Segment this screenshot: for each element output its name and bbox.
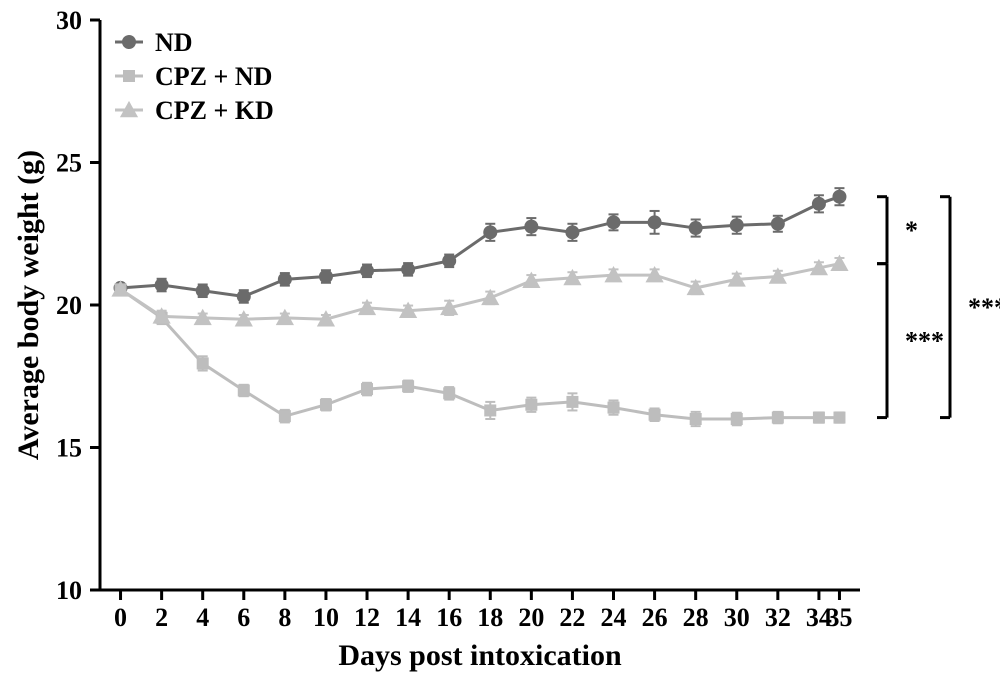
x-tick-label: 32 [765, 603, 791, 632]
x-tick-label: 14 [395, 603, 421, 632]
y-tick-label: 15 [56, 434, 82, 463]
x-axis-label: Days post intoxication [338, 639, 622, 672]
x-tick-label: 2 [155, 603, 168, 632]
weight-chart: 1015202530024681012141618202224262830323… [0, 0, 1000, 689]
x-tick-label: 35 [826, 603, 852, 632]
significance-bracket: *** [940, 197, 1000, 418]
significance-label: * [905, 216, 918, 245]
significance-label: *** [905, 327, 944, 356]
series-CPZ-plus-ND [115, 283, 846, 426]
y-tick-label: 20 [56, 291, 82, 320]
x-tick-label: 6 [237, 603, 250, 632]
chart-container: 1015202530024681012141618202224262830323… [0, 0, 1000, 689]
x-tick-label: 28 [683, 603, 709, 632]
legend-label: ND [155, 28, 193, 57]
y-tick-label: 10 [56, 576, 82, 605]
x-tick-label: 8 [278, 603, 291, 632]
legend-label: CPZ + KD [155, 96, 274, 125]
x-tick-label: 4 [196, 603, 209, 632]
x-tick-label: 12 [354, 603, 380, 632]
y-tick-label: 25 [56, 149, 82, 178]
y-axis-label: Average body weight (g) [12, 150, 45, 460]
x-tick-label: 18 [477, 603, 503, 632]
legend: ND CPZ + ND CPZ + KD [115, 28, 274, 125]
significance-label: *** [968, 293, 1000, 322]
x-tick-label: 0 [114, 603, 127, 632]
x-tick-label: 20 [518, 603, 544, 632]
legend-label: CPZ + ND [155, 62, 272, 91]
significance-bracket: *** [877, 264, 944, 418]
x-tick-label: 22 [559, 603, 585, 632]
x-tick-label: 10 [313, 603, 339, 632]
series-CPZ-plus-KD [111, 255, 848, 327]
x-tick-label: 30 [724, 603, 750, 632]
x-tick-label: 16 [436, 603, 462, 632]
significance-bracket: * [877, 197, 918, 264]
x-tick-label: 24 [601, 603, 627, 632]
x-tick-label: 26 [642, 603, 668, 632]
y-tick-label: 30 [56, 6, 82, 35]
